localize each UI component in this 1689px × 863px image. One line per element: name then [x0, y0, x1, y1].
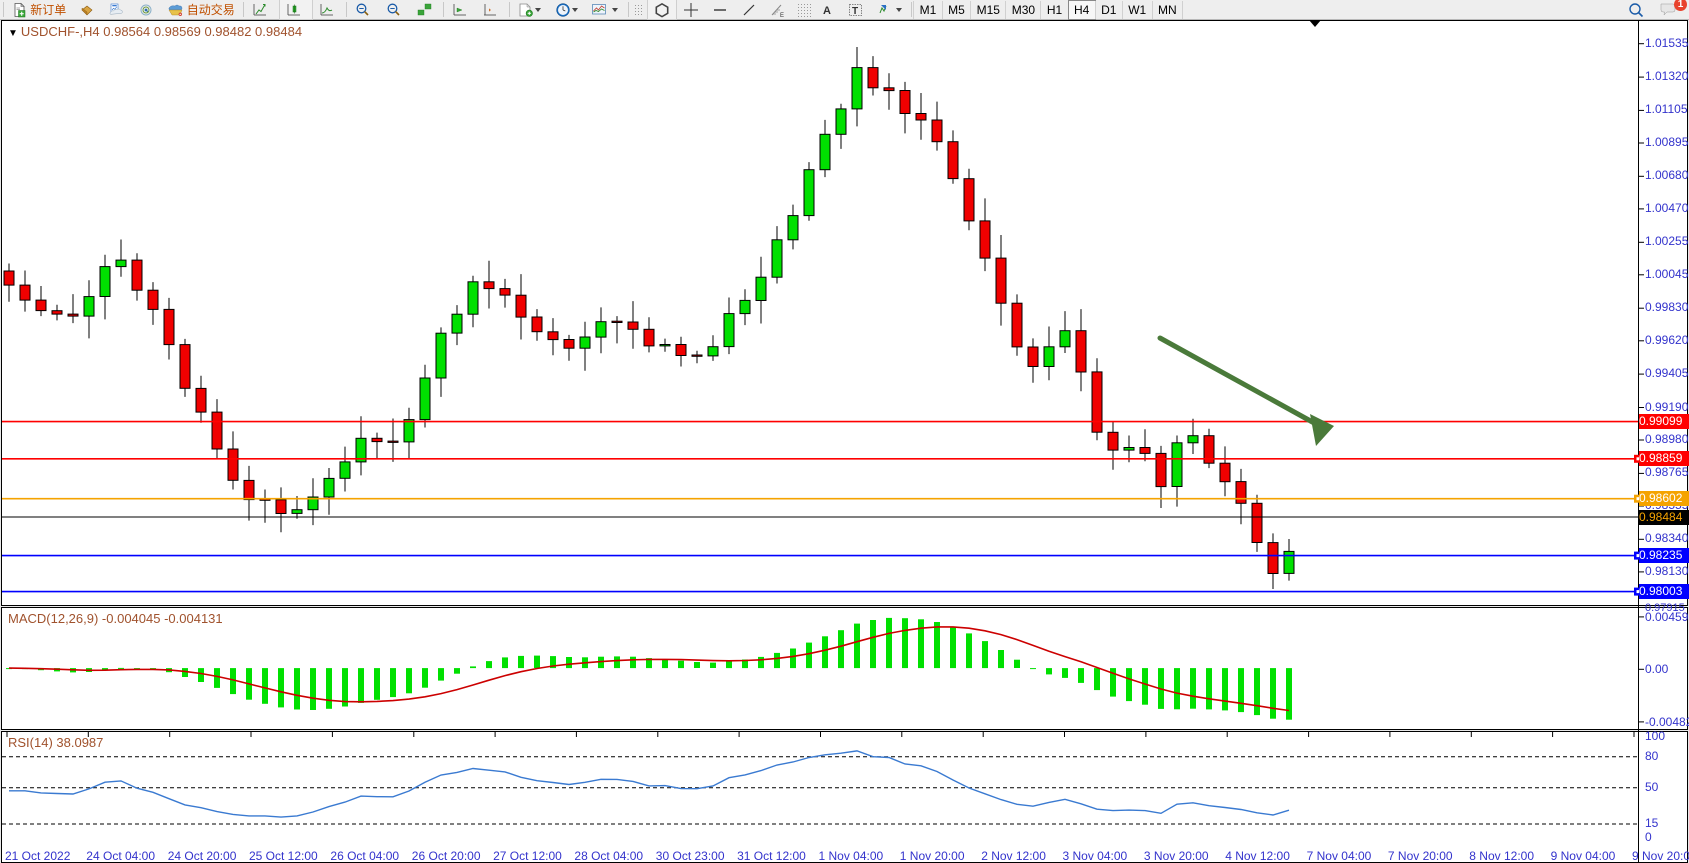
svg-text:E: E [780, 13, 784, 18]
svg-text:A: A [823, 5, 831, 17]
svg-text:T: T [852, 6, 858, 17]
